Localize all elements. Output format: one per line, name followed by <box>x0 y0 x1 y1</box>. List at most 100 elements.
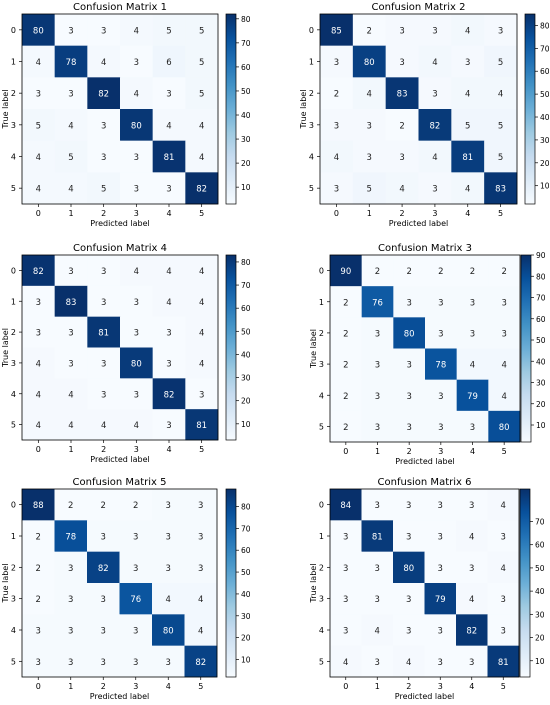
heatmap-cell <box>152 140 186 173</box>
heatmap-cell <box>87 583 120 615</box>
colorbar-tick-label: 30 <box>241 135 251 144</box>
heatmap-cell <box>393 379 426 412</box>
cell-value-label: 3 <box>133 533 138 543</box>
cell-value-label: 80 <box>33 26 44 36</box>
heatmap-cell <box>185 409 219 441</box>
heatmap-cell <box>393 286 426 318</box>
heatmap-cell <box>424 551 457 584</box>
colorbar-tick-label: 60 <box>241 304 251 313</box>
heatmap-cell <box>488 317 521 349</box>
cell-value-label: 5 <box>36 121 41 131</box>
cell-value-label: 3 <box>68 329 73 339</box>
heatmap-cell <box>87 378 121 410</box>
colorbar-tick-label: 30 <box>241 374 251 383</box>
heatmap-cell <box>418 14 452 46</box>
cell-value-label: 3 <box>101 298 106 308</box>
cell-value-label: 82 <box>196 185 207 195</box>
heatmap-cell <box>487 614 520 646</box>
cell-value-label: 4 <box>432 153 437 163</box>
heatmap-cell <box>152 378 186 410</box>
heatmap-cell <box>330 379 362 412</box>
cell-value-label: 5 <box>166 26 171 36</box>
chart-title: Confusion Matrix 3 <box>378 243 472 254</box>
heatmap-cell <box>484 109 518 141</box>
cell-value-label: 4 <box>101 58 106 68</box>
x-tick-label: 2 <box>101 682 106 691</box>
y-tick-label: 3 <box>11 359 16 368</box>
cell-value-label: 3 <box>438 423 443 433</box>
colorbar-tick-label: 90 <box>536 251 546 260</box>
cell-value-label: 85 <box>331 26 342 36</box>
cell-value-label: 3 <box>406 423 411 433</box>
heatmap-cell <box>320 140 354 173</box>
x-tick-label: 2 <box>406 682 411 691</box>
colorbar-tick-label: 80 <box>241 502 251 511</box>
heatmap-cell <box>184 520 218 552</box>
cell-value-label: 5 <box>101 185 106 195</box>
y-tick-label: 2 <box>11 328 16 337</box>
heatmap-cell <box>184 583 218 615</box>
confusion-matrix-panel: 80 3 3 4 5 5 4 78 4 3 6 5 3 3 82 4 3 5 5 4 3 80 4 4 4 5 3 3 81 4 4 4 5 3 3… <box>1 2 251 228</box>
heatmap-cell <box>22 285 55 317</box>
cell-value-label: 4 <box>501 564 506 574</box>
heatmap-cell <box>418 172 452 205</box>
heatmap-cell <box>152 172 186 205</box>
heatmap-cell <box>185 109 219 141</box>
cell-value-label: 4 <box>166 298 171 308</box>
confusion-matrix-panel: 82 3 3 4 4 4 3 83 3 3 4 4 3 3 81 3 3 4 4 3 3 80 3 4 4 4 3 3 82 3 4 4 4 4 3… <box>1 243 251 464</box>
cell-value-label: 76 <box>372 298 383 308</box>
heatmap-cell <box>185 14 219 46</box>
cell-value-label: 3 <box>36 90 41 100</box>
colorbar <box>225 13 237 205</box>
colorbar-tick-label: 20 <box>241 634 251 643</box>
cell-value-label: 3 <box>465 58 470 68</box>
heatmap-cell <box>54 583 88 615</box>
cell-value-label: 3 <box>134 390 139 400</box>
y-tick-label: 5 <box>309 184 314 193</box>
colorbar-tick-label: 40 <box>241 350 251 359</box>
heatmap-cell <box>152 109 186 141</box>
heatmap-cell <box>393 489 425 521</box>
cell-value-label: 3 <box>101 595 106 605</box>
colorbar-tick-label: 50 <box>540 90 550 99</box>
cell-value-label: 3 <box>166 90 171 100</box>
heatmap-cell <box>425 379 457 412</box>
heatmap-cell <box>185 255 219 287</box>
colorbar-tick-label: 70 <box>241 281 251 290</box>
colorbar-tick-label: 40 <box>536 357 546 366</box>
cell-value-label: 3 <box>438 564 443 574</box>
cell-value-label: 3 <box>501 533 506 543</box>
heatmap-cell <box>119 614 153 646</box>
heatmap-cell <box>185 347 219 379</box>
x-tick-label: 3 <box>432 209 437 218</box>
colorbar-tick-label: 80 <box>540 21 550 30</box>
heatmap-cell <box>488 348 521 380</box>
heatmap-cell <box>320 172 354 205</box>
heatmap-cell <box>54 77 88 110</box>
heatmap-cell <box>418 77 452 110</box>
y-tick-label: 4 <box>11 390 16 399</box>
colorbar <box>225 254 237 441</box>
cell-value-label: 80 <box>364 58 375 68</box>
colorbar-tick-label: 30 <box>535 610 545 619</box>
heatmap-cell <box>87 645 120 678</box>
cell-value-label: 83 <box>66 298 77 308</box>
heatmap-cell <box>87 109 121 141</box>
y-tick-label: 0 <box>319 267 324 276</box>
heatmap-cell <box>87 316 121 348</box>
heatmap-cell <box>22 255 55 287</box>
heatmap-cell <box>184 489 218 521</box>
cell-value-label: 2 <box>343 361 348 371</box>
heatmap-cell <box>22 140 55 173</box>
x-axis-label: Predicted label <box>90 692 149 701</box>
cell-value-label: 3 <box>166 533 171 543</box>
confusion-matrix-panel: 84 3 3 3 3 4 3 81 3 3 4 3 3 3 80 3 3 4 3 3 3 79 4 3 3 4 3 3 82 3 4 3 4 3 3… <box>309 477 545 701</box>
cell-value-label: 4 <box>36 390 41 400</box>
cell-value-label: 2 <box>334 90 339 100</box>
heatmap-cell <box>352 45 386 78</box>
y-tick-label: 4 <box>11 626 16 635</box>
heatmap-cell <box>87 489 120 521</box>
heatmap-cell <box>330 286 362 318</box>
cell-value-label: 3 <box>367 121 372 131</box>
cell-value-label: 3 <box>166 658 171 668</box>
